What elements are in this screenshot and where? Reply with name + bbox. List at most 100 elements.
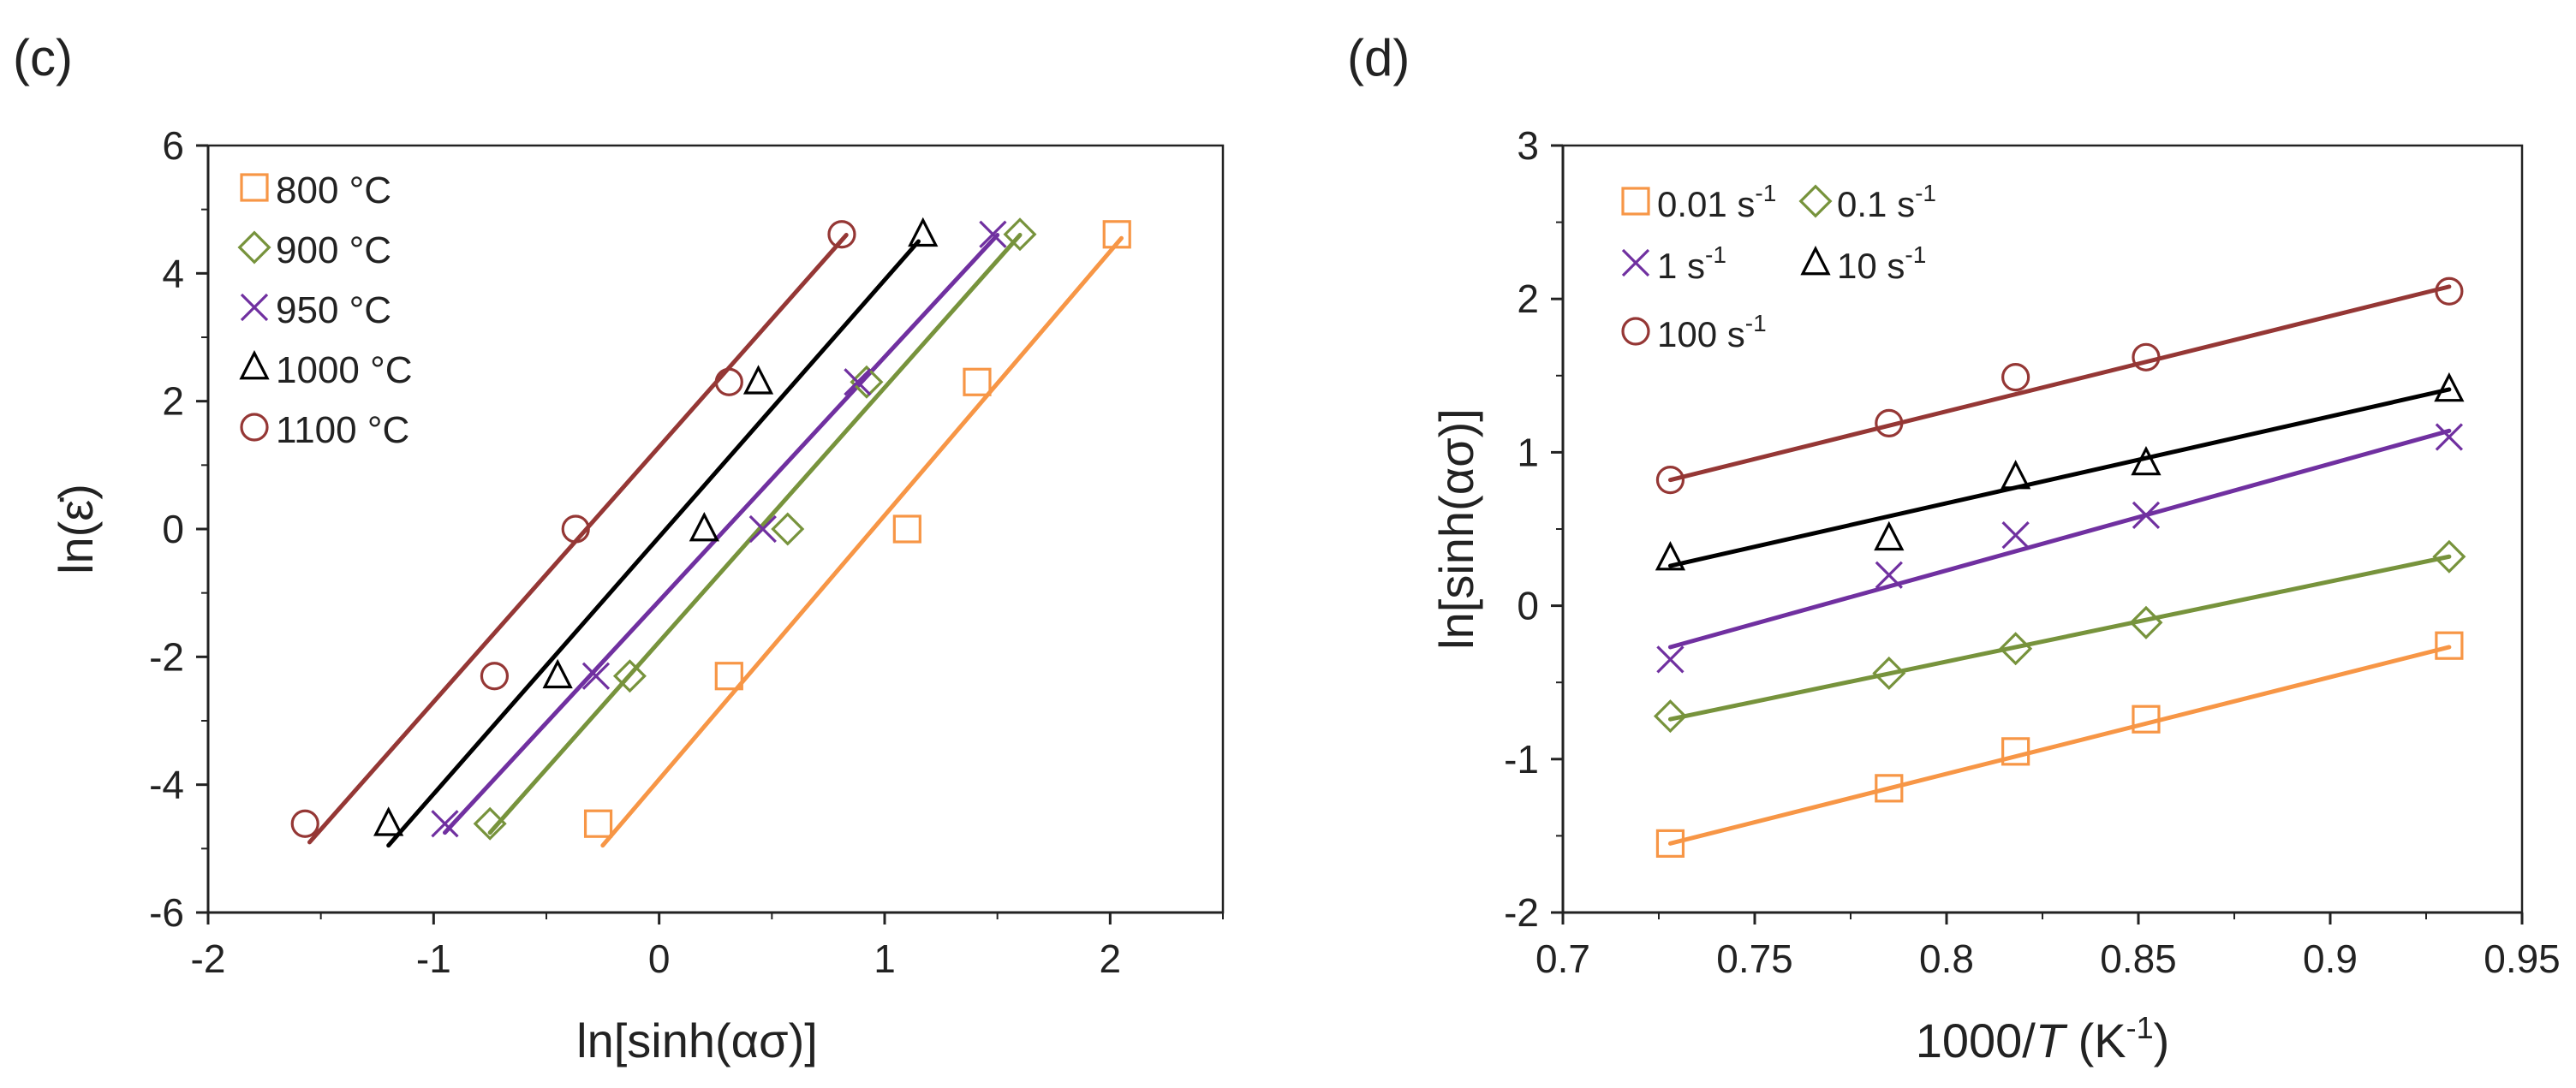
legend-item: 800 °C <box>240 169 391 211</box>
data-point-diamond <box>612 659 647 693</box>
legend-marker-diamond <box>237 230 271 265</box>
x-axis-label: 1000/T (K-1) <box>1916 1010 2170 1067</box>
data-point-triangle <box>2131 445 2162 476</box>
data-point-diamond <box>1653 699 1687 734</box>
legend-label: 1100 °C <box>276 409 409 451</box>
data-point-triangle <box>689 511 719 542</box>
y-tick-label: 0 <box>162 507 184 551</box>
data-point-diamond <box>850 365 884 399</box>
data-point-x <box>1875 561 1903 589</box>
fit-line <box>1667 387 2452 568</box>
y-tick-label: 4 <box>162 251 184 295</box>
legend-item: 10 s-1 <box>1800 241 1926 286</box>
y-tick-label: 1 <box>1517 430 1539 474</box>
fit-line <box>1667 645 2452 846</box>
data-point-square <box>714 662 743 691</box>
data-point-triangle <box>2001 460 2031 490</box>
data-point-circle <box>2001 362 2030 392</box>
legend: 800 °C 900 °C 950 °C 1000 °C 1100 °C <box>237 169 412 451</box>
fit-line <box>1667 554 2452 722</box>
x-tick-label: 1 <box>874 936 896 981</box>
data-point-x <box>844 368 872 396</box>
legend-item: 0.1 s-1 <box>1798 180 1936 224</box>
legend-label: 800 °C <box>276 169 391 211</box>
x-tick-label: 0.9 <box>2303 936 2358 981</box>
legend-label: 900 °C <box>276 229 391 271</box>
data-point-diamond <box>473 806 507 841</box>
x-tick-label: 2 <box>1100 936 1122 981</box>
legend-label: 10 s-1 <box>1837 241 1926 286</box>
data-point-x <box>431 810 459 838</box>
panel-c: (c) -2 -1 0 1 2 -6 -4 -2 0 2 4 6 ln[sinh(ασ)] ln(ε̇… <box>13 29 1225 1067</box>
y-tick-label: 0 <box>1517 584 1539 628</box>
x-tick-label: -2 <box>191 936 226 981</box>
fit-lines <box>307 233 1124 848</box>
data-point-square <box>892 514 921 544</box>
fit-line <box>443 233 1000 835</box>
data-point-triangle <box>742 365 774 395</box>
legend-marker-circle <box>1621 317 1650 346</box>
legend-marker-square <box>1621 187 1650 216</box>
legend-item: 950 °C <box>240 289 391 331</box>
data-point-circle <box>480 662 510 691</box>
legend-label: 1000 °C <box>276 349 412 391</box>
legend-marker-x <box>1621 248 1650 277</box>
x-tick-label: 0.85 <box>2100 936 2177 981</box>
x-tick-label: 0 <box>648 936 671 981</box>
data-point-circle <box>827 220 856 249</box>
ticks: 0.7 0.75 0.8 0.85 0.9 0.95 -2 -1 0 1 2 3 <box>1504 123 2561 981</box>
fit-line <box>600 235 1124 848</box>
data-point-square <box>1875 774 1904 803</box>
data-point-square <box>2001 737 2030 766</box>
data-point-triangle <box>373 806 404 836</box>
legend-item: 900 °C <box>237 229 391 271</box>
y-tick-label: 3 <box>1517 123 1539 168</box>
y-axis-label: ln[sinh(ασ)] <box>1429 408 1483 650</box>
legend-marker-circle <box>240 413 269 442</box>
y-tick-label: 6 <box>162 123 184 168</box>
data-point-diamond <box>771 512 805 546</box>
data-point-square <box>1102 220 1131 249</box>
legend-marker-diamond <box>1798 184 1833 218</box>
data-point-square <box>583 809 613 838</box>
x-tick-label: 0.95 <box>2484 936 2561 981</box>
data-markers <box>290 217 1131 841</box>
legend-item: 1 s-1 <box>1621 241 1726 286</box>
x-tick-label: -1 <box>416 936 451 981</box>
data-point-diamond <box>2129 605 2163 639</box>
panel-d: (d) 0.7 0.75 0.8 0.85 0.9 0.95 -2 -1 0 1 2 3 1000/T… <box>1347 29 2561 1067</box>
data-point-circle <box>561 514 590 544</box>
panel-label: (c) <box>13 29 73 86</box>
legend-label: 0.01 s-1 <box>1657 180 1776 224</box>
data-markers <box>1653 276 2466 858</box>
data-point-triangle <box>2434 372 2465 402</box>
data-point-diamond <box>2432 539 2466 574</box>
data-point-diamond <box>1999 632 2033 666</box>
y-tick-label: -4 <box>149 763 184 807</box>
legend-item: 1000 °C <box>239 349 412 391</box>
data-point-square <box>1655 829 1685 858</box>
data-point-square <box>2435 631 2464 660</box>
fit-line <box>307 233 849 845</box>
data-point-diamond <box>1872 656 1906 690</box>
fit-line <box>1667 284 2452 483</box>
data-point-x <box>2132 501 2161 530</box>
data-point-x <box>581 662 611 690</box>
y-tick-label: 2 <box>1517 276 1539 321</box>
x-tick-label: 0.8 <box>1919 936 1974 981</box>
y-tick-label: -6 <box>149 890 184 935</box>
fit-line <box>487 233 1023 835</box>
legend-marker-square <box>240 173 269 202</box>
legend-item: 100 s-1 <box>1621 310 1767 354</box>
data-point-circle <box>2132 342 2161 372</box>
data-point-circle <box>2435 276 2464 306</box>
data-point-x <box>1656 645 1685 674</box>
legend-item: 0.01 s-1 <box>1621 180 1776 224</box>
data-point-circle <box>714 367 743 396</box>
data-point-x <box>2435 423 2464 451</box>
data-point-circle <box>290 809 319 838</box>
x-tick-label: 0.75 <box>1716 936 1793 981</box>
y-tick-label: 2 <box>162 379 184 424</box>
data-point-x <box>2001 521 2030 550</box>
